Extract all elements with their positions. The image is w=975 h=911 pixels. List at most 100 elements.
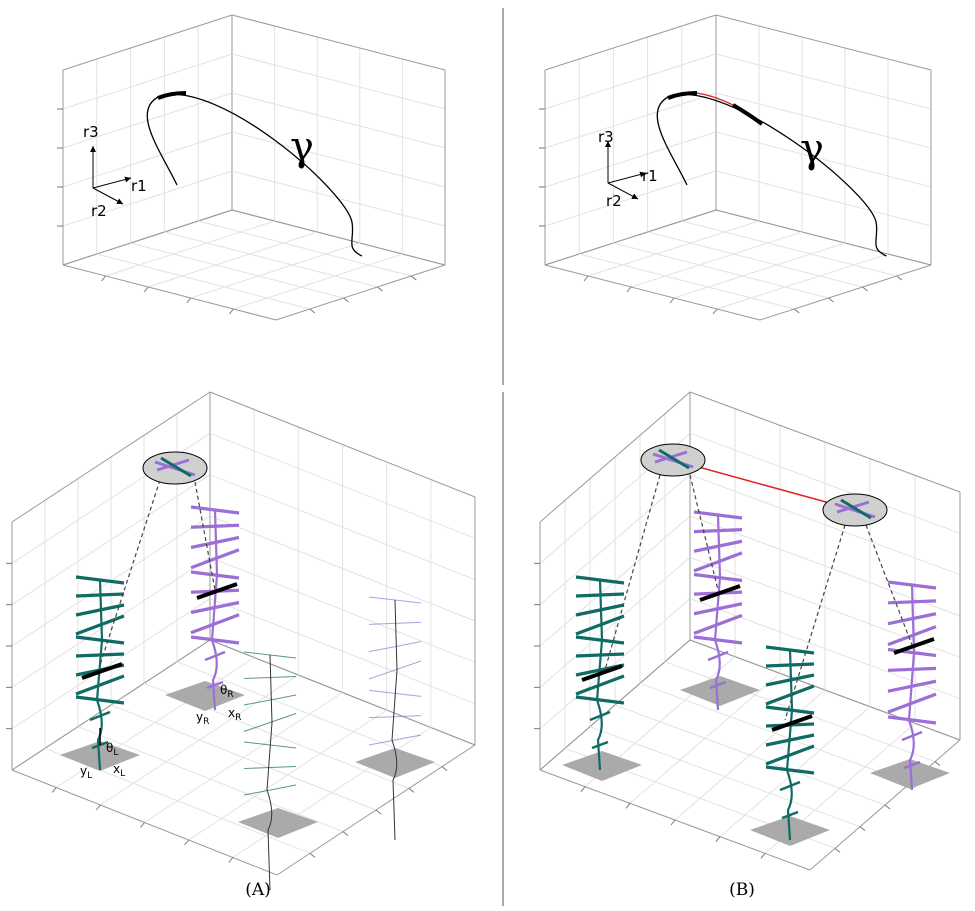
curve-label: γ: [290, 124, 314, 170]
axis-label: r2: [91, 202, 107, 220]
tick: [144, 287, 148, 292]
link-segment: [191, 572, 239, 578]
subscript: L: [120, 769, 125, 779]
grid-line: [233, 728, 431, 858]
foot-pad: [562, 751, 642, 781]
link-segment: [576, 616, 624, 634]
axis-label: r1: [131, 177, 147, 195]
link-segment: [244, 714, 296, 732]
tick: [343, 832, 348, 836]
tick: [584, 276, 588, 281]
link: [697, 93, 733, 105]
grid-line: [78, 727, 343, 832]
tick: [310, 853, 315, 857]
link-segment: [191, 615, 239, 633]
subscript: L: [87, 771, 92, 781]
tick: [229, 309, 233, 314]
link-segment: [76, 697, 124, 703]
symbol: x: [113, 762, 120, 776]
axis-label: r3: [598, 128, 614, 146]
figure: r1 r2 r3 γ r1 r2 r3 γ θL yL xL θR yR xR …: [0, 0, 975, 911]
symbol: y: [80, 764, 87, 778]
tick: [627, 287, 631, 292]
tick: [828, 298, 833, 302]
symbol: y: [196, 710, 203, 724]
tick: [863, 287, 868, 291]
tick: [229, 858, 233, 863]
highlight: [733, 105, 762, 124]
link-segment: [766, 767, 814, 773]
tick: [52, 788, 56, 793]
tick: [442, 767, 447, 771]
foot-label: yR: [196, 710, 209, 727]
tick: [102, 276, 106, 281]
subscript: R: [203, 717, 209, 727]
tick: [860, 827, 865, 831]
grid-line: [233, 254, 402, 309]
subscript: L: [113, 748, 118, 758]
tick: [716, 837, 720, 842]
tick: [761, 853, 765, 858]
symbol: θ: [106, 741, 113, 755]
grid-line: [145, 693, 343, 823]
link-segment: [592, 742, 608, 748]
tick: [185, 840, 189, 845]
grid-line: [674, 243, 845, 298]
symbol: θ: [220, 683, 227, 697]
tick: [409, 788, 414, 792]
tick: [670, 298, 674, 303]
grid-line: [631, 232, 802, 287]
tick: [671, 820, 675, 825]
link-segment: [766, 686, 814, 704]
caption: (B): [729, 880, 755, 900]
tick: [794, 309, 799, 313]
link-segment: [576, 637, 624, 643]
drawing: [60, 93, 950, 890]
tick: [713, 309, 717, 314]
link-segment: [191, 550, 239, 568]
tick: [626, 803, 630, 808]
curve-label: γ: [800, 126, 824, 172]
link-segment: [244, 695, 296, 705]
grid-line: [148, 232, 317, 287]
grid-line: [675, 690, 825, 820]
foot-pad: [238, 808, 318, 838]
tick: [187, 298, 191, 303]
leg-spine: [267, 655, 272, 890]
trajectory: [657, 94, 886, 256]
axis-arrow: [93, 178, 131, 188]
grid-line: [760, 265, 931, 320]
link-segment: [369, 735, 421, 745]
tick: [411, 276, 416, 280]
caption: (A): [245, 880, 271, 900]
tick: [897, 276, 902, 280]
tick: [835, 848, 840, 852]
symbol: x: [228, 706, 235, 720]
link-segment: [369, 642, 421, 652]
grid-line: [717, 254, 888, 309]
link-segment: [576, 697, 624, 703]
tick: [377, 287, 382, 291]
tick: [344, 298, 349, 302]
leg-spine: [392, 600, 397, 840]
tick: [581, 787, 585, 792]
link-segment: [76, 616, 124, 634]
tick: [141, 823, 145, 828]
subscript: R: [235, 713, 241, 723]
grid-line: [191, 243, 360, 298]
tick: [310, 309, 315, 313]
tick: [885, 805, 890, 809]
leg-spine: [212, 510, 217, 710]
axis-label: r3: [83, 123, 99, 141]
subscript: R: [227, 690, 233, 700]
tick: [96, 805, 100, 810]
grid-line: [590, 727, 860, 827]
grid-line: [276, 265, 445, 320]
foot-pad: [355, 748, 435, 778]
link-segment: [888, 694, 936, 712]
tick: [935, 762, 940, 766]
link-segment: [244, 677, 296, 679]
axis-label: r1: [642, 167, 658, 185]
tick: [376, 810, 381, 814]
link-segment: [369, 661, 421, 679]
